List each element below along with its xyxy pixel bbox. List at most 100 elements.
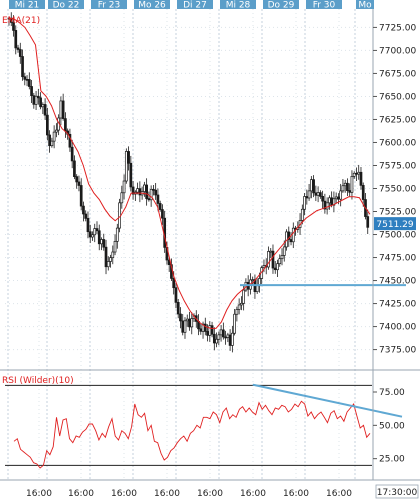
candle-body — [271, 250, 275, 269]
day-label: Do 22 — [53, 1, 80, 11]
candle-body — [224, 336, 227, 339]
time-label: 16:00 — [240, 489, 266, 499]
candle-body — [18, 49, 22, 57]
candle-body — [36, 95, 40, 99]
candle-body — [280, 255, 284, 260]
candle-body — [43, 104, 47, 116]
candle-body — [242, 289, 245, 304]
last-time-label: 17:30:00 — [377, 488, 418, 498]
candle-body — [79, 185, 83, 207]
candle-body — [357, 171, 361, 175]
candle-body — [269, 250, 273, 253]
candle-body — [61, 100, 65, 119]
price-tick-label: 7450.00 — [379, 277, 416, 287]
price-tick-label: 7625.00 — [379, 115, 416, 125]
candle-body — [226, 334, 230, 338]
candle-body — [30, 86, 33, 97]
candle-body — [68, 133, 72, 148]
day-label: Mi 28 — [226, 1, 251, 11]
candle-body — [300, 208, 304, 221]
rsi-label: RSI (Wilder)(10) — [2, 376, 74, 386]
candle-body — [190, 318, 194, 328]
price-tick-label: 7400.00 — [379, 323, 416, 333]
candle-body — [188, 318, 191, 328]
candle-body — [93, 228, 97, 236]
price-tick-label: 7525.00 — [379, 208, 416, 218]
day-label: Mo 26 — [138, 1, 166, 11]
time-label: 16:00 — [197, 489, 223, 499]
candle-body — [328, 197, 331, 204]
candle-body — [273, 267, 277, 271]
candle-body — [152, 188, 155, 191]
candle-body — [174, 287, 178, 303]
candle-body — [255, 285, 259, 293]
price-tick-label: 7425.00 — [379, 300, 416, 310]
candle-body — [111, 251, 115, 259]
day-header-cell — [356, 0, 374, 9]
candle-body — [12, 22, 15, 31]
candle-body — [233, 313, 236, 334]
candle-body — [231, 332, 234, 346]
candle-body — [59, 100, 63, 119]
rsi-tick-label: 25.00 — [379, 455, 405, 465]
candle-body — [312, 179, 315, 194]
candle-body — [147, 198, 151, 201]
time-label: 16:00 — [154, 489, 180, 499]
day-label: Fr 23 — [98, 1, 121, 11]
candle-body — [185, 318, 189, 322]
candle-body — [39, 97, 42, 108]
day-header-cell — [134, 0, 170, 9]
axes: 7511.29 7725.00 7700.00 7675.00 7650.00 7625.… — [0, 9, 420, 499]
candle-body — [122, 180, 126, 194]
candle-body — [343, 182, 347, 187]
candle-body — [50, 140, 54, 147]
time-label: 16:00 — [326, 489, 352, 499]
candle-body — [282, 246, 286, 256]
candle-body — [25, 79, 29, 81]
candle-body — [84, 213, 88, 219]
price-tick-label: 7700.00 — [379, 46, 416, 56]
price-tick-label: 7375.00 — [379, 346, 416, 356]
day-label: Fr 30 — [313, 1, 336, 11]
candle-body — [104, 246, 108, 268]
last-price-box — [374, 217, 416, 231]
time-label: 16:00 — [111, 489, 137, 499]
candle-body — [319, 192, 322, 197]
rsi-tick-label: 50.00 — [379, 421, 405, 431]
price-tick-label: 7550.00 — [379, 185, 416, 195]
candle-body — [97, 230, 101, 245]
candle-body — [350, 176, 354, 193]
candle-body — [321, 196, 324, 202]
day-header-cell — [306, 0, 342, 9]
candle-body — [52, 131, 56, 142]
candle-body — [102, 239, 106, 248]
candle-body — [366, 216, 370, 228]
candle-body — [346, 182, 349, 191]
candle-body — [278, 258, 282, 265]
candle-body — [212, 333, 216, 344]
candle-body — [172, 278, 176, 289]
candle-body — [359, 171, 363, 186]
time-label: 16:00 — [26, 489, 52, 499]
candle-body — [217, 334, 221, 340]
candle-body — [330, 197, 333, 206]
ema-line — [8, 17, 371, 329]
candle-body — [14, 30, 18, 49]
day-label: Mo — [358, 1, 372, 11]
candle-body — [161, 209, 164, 219]
candle-body — [77, 181, 81, 186]
candle-body — [219, 329, 223, 336]
candle-body — [334, 196, 338, 200]
candle-body — [262, 265, 266, 269]
grid — [5, 9, 372, 480]
candle-body — [127, 151, 130, 164]
candle-body — [88, 231, 92, 238]
day-header-cell — [91, 0, 127, 9]
last-price-label: 7511.29 — [376, 220, 413, 230]
candle-body — [46, 114, 49, 136]
candle-body — [210, 325, 214, 335]
candle-body — [158, 203, 162, 210]
candle-body — [303, 196, 306, 210]
time-label: 16:00 — [283, 489, 309, 499]
candle-body — [199, 328, 203, 332]
